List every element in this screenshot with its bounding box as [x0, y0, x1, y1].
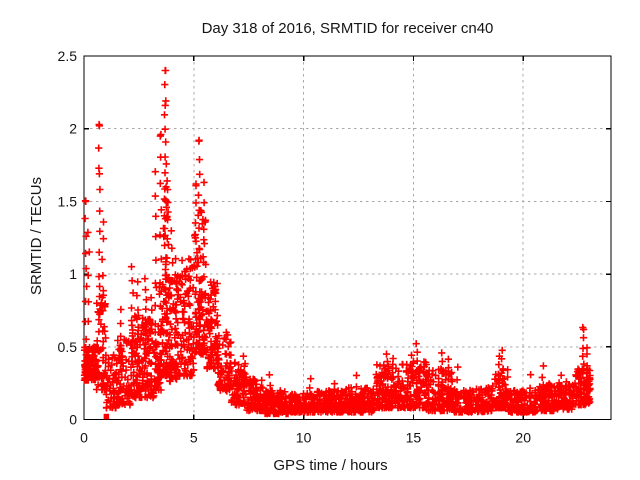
x-tick-label: 0 [80, 430, 88, 446]
data-point-square [103, 413, 110, 420]
y-tick-label: 1.5 [58, 193, 78, 209]
x-tick-label: 5 [190, 430, 198, 446]
y-tick-label: 1 [69, 266, 77, 282]
y-tick-label: 2.5 [58, 48, 78, 64]
data-points-srmtid [80, 66, 594, 418]
plot-border [83, 55, 612, 421]
y-tick-label: 2 [69, 121, 77, 137]
x-tick-label: 10 [296, 430, 312, 446]
x-axis-title: GPS time / hours [273, 457, 388, 474]
x-tick-label: 20 [515, 430, 531, 446]
x-tick-label: 15 [406, 430, 422, 446]
chart-title: Day 318 of 2016, SRMTID for receiver cn4… [201, 20, 494, 37]
y-tick-label: 0.5 [58, 339, 78, 355]
y-tick-label: 0 [69, 412, 77, 428]
